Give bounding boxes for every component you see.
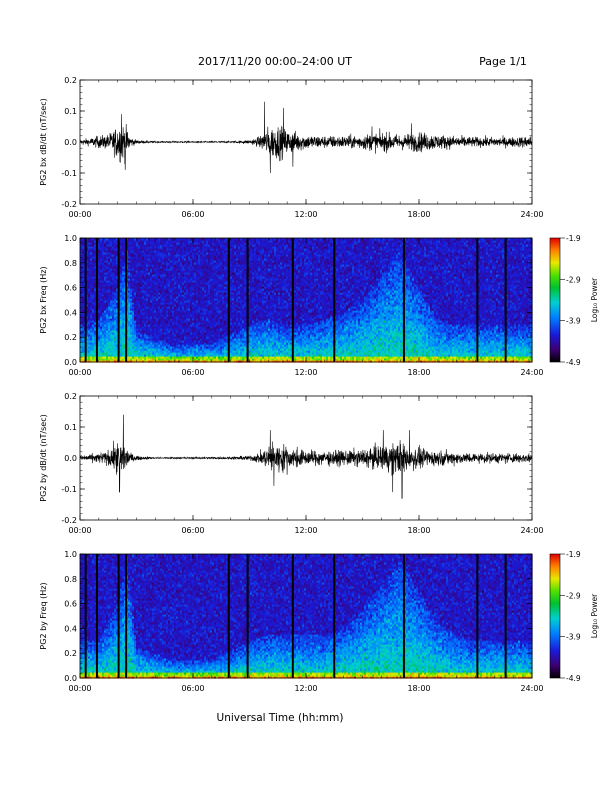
by-colorbar-label: Log₁₀ Power: [590, 593, 599, 638]
y-tick-label: -0.1: [61, 169, 77, 178]
x-tick-label: 24:00: [520, 368, 543, 377]
colorbar-tick-label: -3.9: [566, 633, 581, 642]
by-dbdt-ylabel: PG2 by dB/dt (nT/sec): [39, 414, 48, 501]
x-tick-label: 00:00: [68, 210, 91, 219]
x-tick-label: 24:00: [520, 210, 543, 219]
y-tick-label: -0.1: [61, 485, 77, 494]
y-tick-label: 0.8: [64, 575, 77, 584]
colorbar-tick-label: -2.9: [566, 275, 581, 284]
y-tick-label: 0.1: [64, 423, 77, 432]
y-tick-label: 0.4: [64, 308, 77, 317]
x-tick-label: 18:00: [407, 526, 430, 535]
y-tick-label: 0.4: [64, 624, 77, 633]
x-axis-label: Universal Time (hh:mm): [217, 712, 344, 724]
by-freq-ylabel: PG2 by Freq (Hz): [39, 582, 48, 649]
y-tick-label: 0.8: [64, 259, 77, 268]
x-tick-label: 18:00: [407, 368, 430, 377]
y-tick-label: 0.2: [64, 649, 77, 658]
y-tick-label: 0.2: [64, 392, 77, 401]
y-tick-label: 1.0: [64, 234, 77, 243]
colorbar-scale: [549, 553, 561, 679]
bx-dbdt-plot-area: [79, 79, 533, 205]
y-tick-label: 0.2: [64, 333, 77, 342]
bx-colorbar-label: Log₁₀ Power: [590, 277, 599, 322]
x-tick-label: 12:00: [294, 526, 317, 535]
x-tick-label: 06:00: [181, 210, 204, 219]
panel-bx-dbdt: PG2 bx dB/dt (nT/sec) -0.2-0.10.00.10.2 …: [39, 76, 544, 219]
x-tick-label: 06:00: [181, 684, 204, 693]
bx-spectrogram-plot-area: [79, 237, 533, 363]
bx-colorbar: -1.9 -2.9 -3.9 -4.9: [549, 234, 581, 367]
x-tick-label: 12:00: [294, 684, 317, 693]
bx-freq-ylabel: PG2 bx Freq (Hz): [39, 266, 48, 333]
panel-bx-spectrogram: PG2 bx Freq (Hz) 0.0 0.2 0.4 0.6 0.8 1.0 00:0…: [39, 234, 599, 377]
x-tick-label: 06:00: [181, 526, 204, 535]
x-tick-label: 00:00: [68, 526, 91, 535]
y-tick-label: 0.0: [64, 674, 77, 683]
y-tick-label: 0.0: [64, 358, 77, 367]
x-tick-label: 18:00: [407, 210, 430, 219]
colorbar-tick-label: -3.9: [566, 317, 581, 326]
by-dbdt-plot-area: [79, 395, 533, 521]
y-tick-label: 0.0: [64, 454, 77, 463]
signal-trace: [79, 101, 533, 174]
x-tick-label: 24:00: [520, 684, 543, 693]
bx-dbdt-ylabel: PG2 bx dB/dt (nT/sec): [39, 98, 48, 185]
x-tick-label: 12:00: [294, 368, 317, 377]
by-colorbar: -1.9 -2.9 -3.9 -4.9: [549, 550, 581, 683]
page-label: Page 1/1: [479, 55, 527, 68]
colorbar-scale: [549, 237, 561, 363]
x-tick-label: 24:00: [520, 526, 543, 535]
signal-trace: [79, 414, 533, 499]
by-spectrogram-plot-area: [79, 553, 533, 679]
colorbar-tick-label: -1.9: [566, 234, 581, 243]
y-tick-label: 0.6: [64, 600, 77, 609]
y-tick-label: -0.2: [61, 200, 77, 209]
y-tick-label: 0.2: [64, 76, 77, 85]
x-tick-label: 18:00: [407, 684, 430, 693]
y-tick-label: 0.1: [64, 107, 77, 116]
colorbar-tick-label: -4.9: [566, 358, 581, 367]
y-tick-label: 1.0: [64, 550, 77, 559]
y-tick-label: 0.6: [64, 284, 77, 293]
plot-title: 2017/11/20 00:00–24:00 UT: [198, 55, 352, 68]
panel-by-dbdt: PG2 by dB/dt (nT/sec) -0.2-0.10.00.10.2 …: [39, 392, 544, 535]
x-tick-label: 00:00: [68, 684, 91, 693]
x-tick-label: 12:00: [294, 210, 317, 219]
y-tick-label: 0.0: [64, 138, 77, 147]
x-tick-label: 00:00: [68, 368, 91, 377]
colorbar-tick-label: -2.9: [566, 591, 581, 600]
panel-by-spectrogram: PG2 by Freq (Hz) 0.0 0.2 0.4 0.6 0.8 1.0 00:0…: [39, 550, 599, 693]
x-tick-label: 06:00: [181, 368, 204, 377]
colorbar-tick-label: -4.9: [566, 674, 581, 683]
y-tick-label: -0.2: [61, 516, 77, 525]
colorbar-tick-label: -1.9: [566, 550, 581, 559]
